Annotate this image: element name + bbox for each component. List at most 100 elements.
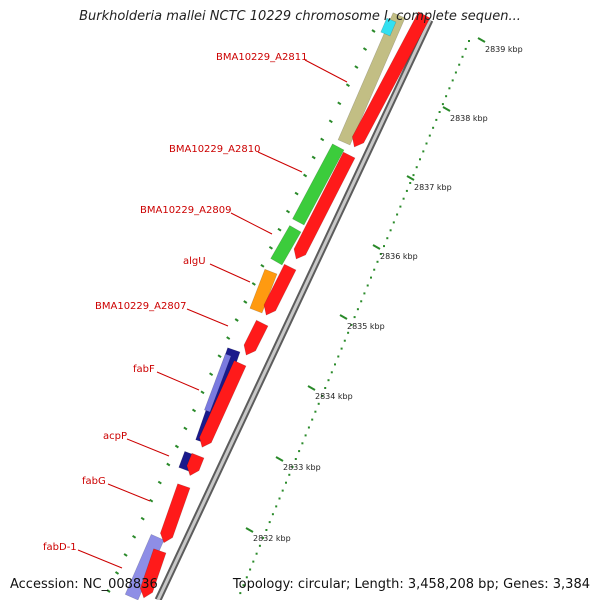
ruler-dot: [340, 347, 343, 350]
inner-tick: [303, 173, 308, 178]
ruler-dot: [317, 402, 320, 405]
inner-tick: [166, 462, 171, 467]
gene-bma10229-a2810: [292, 143, 345, 226]
tick-label-2833: 2833 kbp: [283, 463, 321, 472]
ruler-dot: [242, 584, 245, 587]
forward-gene-arrow: [293, 151, 356, 260]
forward-gene-arrow: [160, 483, 191, 544]
ruler-dot: [314, 410, 317, 413]
ruler-dot: [363, 292, 366, 295]
ruler-dot: [324, 387, 327, 389]
ruler-dot: [468, 40, 470, 42]
leader-line: [230, 212, 273, 235]
map-title: Burkholderia mallei NCTC 10229 chromosom…: [79, 9, 521, 24]
ruler-dot: [415, 166, 418, 169]
gene-bma10229-a2809: [270, 225, 302, 266]
leader-line: [156, 371, 200, 391]
ruler-dot: [301, 442, 304, 445]
ruler-dot: [458, 63, 461, 66]
inner-tick: [268, 245, 273, 250]
inner-tick: [114, 571, 120, 575]
chromosome-backbone: [154, 18, 434, 600]
gene-label-bma10229-a2809[interactable]: BMA10229_A2809: [140, 205, 231, 216]
gene-label-fabf[interactable]: fabF: [133, 364, 155, 375]
ruler-major-tick: [307, 385, 316, 391]
ruler-dots: [239, 37, 486, 595]
ruler-major-tick: [339, 314, 348, 320]
ruler-dot: [356, 308, 359, 311]
gene-label-bma10229-a2807[interactable]: BMA10229_A2807: [95, 301, 186, 312]
tick-label-2835: 2835 kbp: [347, 322, 385, 331]
ruler-dot: [464, 47, 467, 50]
gene-label-fabg[interactable]: fabG: [82, 476, 106, 487]
forward-gene-arrow: [351, 11, 431, 148]
inner-tick: [174, 444, 179, 449]
ruler-dot: [392, 221, 395, 224]
inner-tick-marks: [106, 29, 376, 593]
tick-label-2832: 2832 kbp: [253, 534, 291, 543]
ruler-dot: [353, 316, 356, 319]
accession-text: Accession: NC_008836: [10, 577, 158, 592]
tick-label-2834: 2834 kbp: [315, 392, 353, 401]
ruler-dot: [376, 260, 379, 263]
ruler-dot: [422, 150, 425, 153]
ruler-dot: [373, 268, 376, 271]
inner-tick: [149, 498, 154, 503]
ruler-dot: [366, 284, 369, 287]
ruler-dot: [454, 71, 457, 74]
ruler-dot: [409, 182, 412, 184]
gene-label-acpp[interactable]: acpP: [103, 431, 127, 442]
tick-label-2839: 2839 kbp: [485, 45, 523, 54]
gene-label-fabd-1[interactable]: fabD-1: [43, 542, 77, 553]
ruler-dot: [255, 552, 258, 555]
ruler-major-tick: [477, 37, 486, 43]
ruler-dot: [327, 379, 330, 382]
gene-label-algu[interactable]: algU: [183, 256, 206, 267]
inner-tick: [285, 209, 291, 214]
inner-tick: [243, 300, 248, 304]
inner-tick: [311, 155, 316, 160]
gene-label-bma10229-a2810[interactable]: BMA10229_A2810: [169, 144, 260, 155]
ruler-dot: [383, 245, 385, 248]
inner-tick: [277, 227, 282, 232]
ruler-dot: [370, 276, 372, 279]
ruler-dot: [386, 237, 389, 240]
ruler-dot: [337, 355, 340, 358]
inner-tick: [251, 282, 256, 286]
forward-gene-arrow: [263, 263, 297, 316]
gene-label-bma10229-a2811[interactable]: BMA10229_A2811: [216, 52, 307, 63]
tick-label-2836: 2836 kbp: [380, 252, 418, 261]
ruler-dot: [435, 118, 438, 121]
inner-tick: [345, 83, 350, 88]
ruler-dot: [360, 300, 363, 303]
ruler-dot: [265, 529, 268, 531]
ruler-dot: [311, 418, 314, 421]
leader-line: [107, 483, 151, 502]
ruler-dot: [389, 229, 392, 232]
ruler-dot: [271, 513, 274, 516]
ruler-major-tick: [406, 175, 415, 181]
ruler-dot: [275, 505, 278, 508]
leader-line: [304, 59, 348, 83]
inner-tick: [226, 336, 231, 340]
ruler-dot: [249, 568, 252, 571]
ruler-dot: [402, 197, 405, 200]
inner-tick: [337, 101, 342, 106]
ruler-dot: [432, 126, 435, 129]
inner-tick: [132, 534, 137, 539]
leader-line: [186, 308, 229, 327]
leader-line: [209, 263, 251, 283]
tick-label-2837: 2837 kbp: [414, 183, 452, 192]
leader-line: [126, 438, 170, 457]
gene-bma10229-a2811: [337, 12, 406, 146]
ruler-dot: [445, 95, 448, 98]
ruler-dot: [298, 450, 301, 453]
ruler-dot: [291, 465, 294, 468]
ruler-dot: [405, 189, 408, 192]
ruler-dot: [294, 458, 297, 460]
inner-tick: [106, 589, 111, 593]
ruler-major-tick: [442, 106, 451, 112]
inner-tick: [140, 516, 145, 521]
ruler-major-tick: [245, 527, 254, 533]
tick-label-2838: 2838 kbp: [450, 114, 488, 123]
